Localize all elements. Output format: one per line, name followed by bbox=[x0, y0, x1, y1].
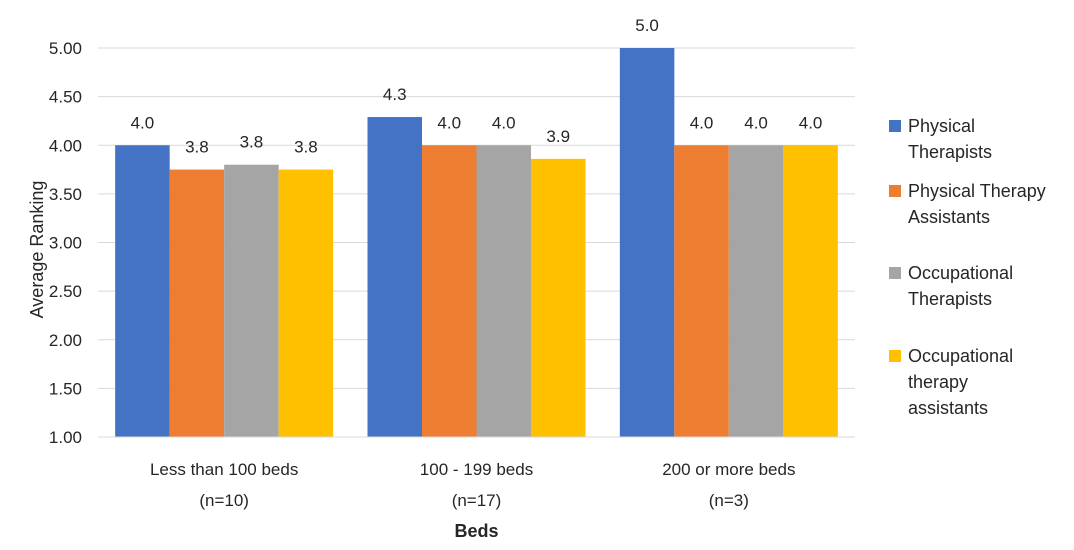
y-tick-label: 1.00 bbox=[49, 428, 82, 447]
y-tick-label: 1.50 bbox=[49, 379, 82, 398]
y-axis-tick-labels: 1.00 1.50 2.00 2.50 3.00 3.50 4.00 4.50 5.00 bbox=[49, 39, 82, 447]
bars bbox=[115, 48, 838, 438]
bar bbox=[224, 164, 279, 437]
data-label: 3.8 bbox=[240, 133, 264, 152]
bar bbox=[169, 169, 225, 437]
data-label: 4.0 bbox=[744, 113, 768, 132]
y-tick-label: 4.00 bbox=[49, 136, 82, 155]
bar bbox=[728, 145, 784, 437]
bar bbox=[531, 158, 586, 438]
x-category-label: 100 - 199 beds bbox=[420, 460, 533, 479]
legend-swatch bbox=[889, 185, 901, 197]
x-category-label: (n=3) bbox=[709, 491, 749, 510]
data-labels: 4.0 3.8 3.8 3.8 4.3 4.0 4.0 3.9 5.0 4.0 4.0 4.0 bbox=[131, 16, 823, 157]
bar bbox=[783, 145, 838, 437]
data-label: 4.3 bbox=[383, 85, 407, 104]
y-tick-label: 3.50 bbox=[49, 185, 82, 204]
legend-label: Occupational bbox=[908, 346, 1013, 366]
y-axis-title: Average Ranking bbox=[27, 181, 47, 319]
data-label: 4.0 bbox=[799, 113, 823, 132]
legend-label: Assistants bbox=[908, 207, 990, 227]
legend-swatch bbox=[889, 120, 901, 132]
bar bbox=[674, 145, 729, 437]
data-label: 3.8 bbox=[294, 138, 318, 157]
bar bbox=[422, 145, 477, 437]
legend-label: Physical Therapy bbox=[908, 181, 1046, 201]
y-tick-label: 3.00 bbox=[49, 234, 82, 253]
legend-label: therapy bbox=[908, 372, 968, 392]
bar bbox=[476, 145, 531, 437]
legend-swatch bbox=[889, 350, 901, 362]
x-category-label: (n=17) bbox=[452, 491, 502, 510]
x-axis-category-labels: Less than 100 beds (n=10) 100 - 199 beds (n… bbox=[150, 460, 795, 510]
legend-label: Therapists bbox=[908, 289, 992, 309]
legend-label: assistants bbox=[908, 398, 988, 418]
x-category-label: Less than 100 beds bbox=[150, 460, 298, 479]
x-category-label: 200 or more beds bbox=[662, 460, 795, 479]
data-label: 4.0 bbox=[131, 113, 155, 132]
legend: Physical Therapists Physical Therapy Assist… bbox=[889, 116, 1046, 418]
bar bbox=[278, 169, 334, 437]
legend-label: Physical bbox=[908, 116, 975, 136]
y-tick-label: 2.50 bbox=[49, 282, 82, 301]
x-axis-title: Beds bbox=[454, 521, 498, 541]
data-label: 3.8 bbox=[185, 138, 209, 157]
legend-label: Occupational bbox=[908, 263, 1013, 283]
data-label: 3.9 bbox=[546, 127, 570, 146]
y-tick-label: 5.00 bbox=[49, 39, 82, 58]
data-label: 5.0 bbox=[635, 16, 659, 35]
data-label: 4.0 bbox=[690, 113, 714, 132]
y-tick-label: 4.50 bbox=[49, 88, 82, 107]
data-label: 4.0 bbox=[492, 113, 516, 132]
bar bbox=[619, 48, 675, 437]
x-category-label: (n=10) bbox=[199, 491, 249, 510]
y-tick-label: 2.00 bbox=[49, 331, 82, 350]
bar bbox=[115, 145, 170, 437]
legend-swatch bbox=[889, 267, 901, 279]
data-label: 4.0 bbox=[437, 113, 461, 132]
bar bbox=[367, 117, 422, 438]
legend-label: Therapists bbox=[908, 142, 992, 162]
